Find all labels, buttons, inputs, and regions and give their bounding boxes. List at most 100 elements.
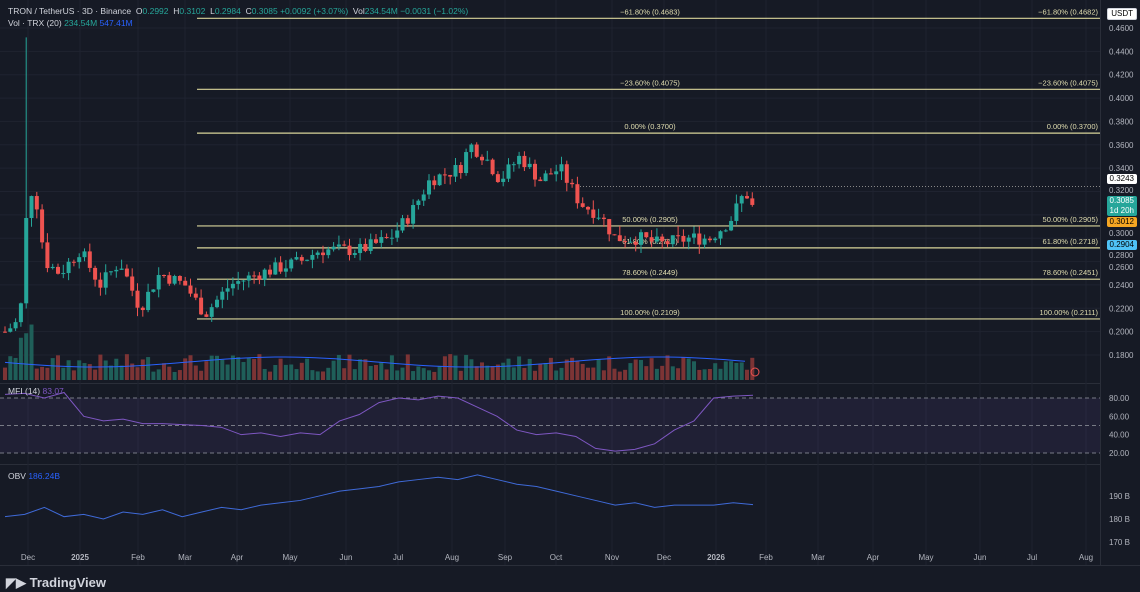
volume-bar: [368, 365, 373, 380]
y-tick-label: 0.2200: [1109, 304, 1134, 313]
candle-body: [474, 144, 479, 157]
currency-badge[interactable]: USDT: [1107, 8, 1137, 20]
candle-body: [29, 196, 34, 218]
volume-bar: [591, 367, 596, 380]
candle-body: [527, 163, 532, 168]
volume-bar: [273, 364, 278, 380]
x-tick-label: Oct: [550, 553, 563, 562]
x-tick-label: Jun: [974, 553, 987, 562]
volume-bar: [713, 363, 718, 380]
volume-bar: [495, 364, 500, 380]
candle-body: [416, 200, 421, 206]
volume-bar: [87, 364, 92, 380]
x-tick-label: Aug: [1079, 553, 1093, 562]
volume-bar: [236, 357, 241, 380]
volume-bar: [580, 363, 585, 380]
volume-bar: [649, 358, 654, 380]
candle-body: [114, 269, 119, 272]
candle-body: [554, 171, 559, 175]
y-tick-label: 0.2000: [1109, 328, 1134, 337]
volume-bar: [45, 367, 50, 380]
volume-bar: [172, 371, 177, 380]
candle-body: [607, 219, 612, 235]
candle-body: [432, 180, 437, 186]
volume-bar: [18, 337, 23, 380]
tradingview-logo[interactable]: ◤▶ TradingView: [6, 575, 106, 591]
volume-bar: [729, 361, 734, 380]
obv-value: 186.24B: [28, 471, 60, 481]
fib-label-left: 0.00% (0.3700): [624, 122, 676, 131]
candle-body: [533, 163, 537, 180]
x-tick-label: Apr: [231, 553, 244, 562]
volume-bar: [363, 359, 368, 380]
volume-indicator-label[interactable]: Vol · TRX (20): [8, 18, 62, 28]
candle-body: [135, 290, 140, 308]
volume-bar: [623, 369, 628, 380]
candle-body: [639, 232, 643, 245]
candle-body: [183, 280, 188, 286]
volume-bar: [389, 355, 394, 380]
candle-body: [172, 275, 177, 284]
orange-price-tag: 0.3012: [1106, 217, 1137, 227]
x-tick-label: Mar: [178, 553, 192, 562]
volume-bar: [707, 369, 712, 380]
volume-bar: [156, 369, 161, 380]
blue-price-tag: 0.2904: [1106, 240, 1137, 250]
candle-body: [570, 182, 575, 185]
volume-bar: [230, 355, 235, 380]
mfi-label[interactable]: MFI (14): [8, 386, 41, 396]
x-tick-label: Feb: [759, 553, 773, 562]
candle-body: [411, 205, 416, 224]
candle-body: [167, 275, 172, 284]
volume-bar: [204, 361, 209, 380]
candle-body: [109, 271, 113, 273]
volume-bar: [538, 363, 543, 380]
candle-body: [262, 269, 267, 280]
volume-bar: [676, 368, 681, 380]
volume-bar: [321, 371, 325, 380]
footer: [0, 570, 1140, 592]
high-value: 0.3102: [179, 6, 206, 16]
mfi-tick-label: 40.00: [1109, 431, 1130, 440]
volume-bar: [71, 370, 76, 380]
volume-bar: [416, 366, 421, 380]
volume-bar: [601, 370, 606, 380]
x-tick-label: May: [918, 553, 933, 562]
volume-bar: [140, 359, 145, 380]
volume-bar: [3, 367, 7, 380]
candle-body: [220, 291, 225, 300]
volume-bar: [734, 362, 739, 380]
volume-bar: [670, 366, 675, 380]
candle-body: [548, 173, 553, 175]
symbol-title[interactable]: TRON / TetherUS · 3D · Binance: [8, 6, 132, 16]
candle-body: [464, 152, 469, 174]
candle-body: [628, 241, 633, 243]
y-tick-label: 0.4400: [1109, 47, 1134, 56]
candle-body: [358, 243, 363, 254]
candle-body: [347, 245, 352, 256]
candle-body: [490, 159, 495, 175]
volume-bar: [114, 358, 119, 380]
obv-line: [4, 474, 754, 520]
obv-label[interactable]: OBV: [8, 471, 26, 481]
candle-body: [654, 236, 659, 242]
fib-label-right: 100.00% (0.2111): [1039, 308, 1098, 317]
candle-body: [511, 164, 516, 166]
candle-body: [580, 203, 585, 207]
y-tick-label: 0.3000: [1109, 229, 1134, 238]
candle-body: [517, 155, 522, 165]
volume-bar: [374, 364, 378, 380]
volume-bar: [384, 369, 389, 380]
x-tick-label: 2026: [707, 553, 725, 562]
last-price-value: 0.3085: [1109, 196, 1134, 205]
candle-body: [485, 159, 490, 161]
candle-body: [617, 235, 622, 242]
candle-body: [283, 268, 288, 272]
volume-bar: [474, 366, 479, 380]
volume-bar: [29, 324, 34, 380]
candle-body: [209, 307, 214, 317]
volume-bar: [564, 359, 569, 380]
volume-bar: [193, 365, 198, 380]
x-tick-label: Aug: [445, 553, 459, 562]
